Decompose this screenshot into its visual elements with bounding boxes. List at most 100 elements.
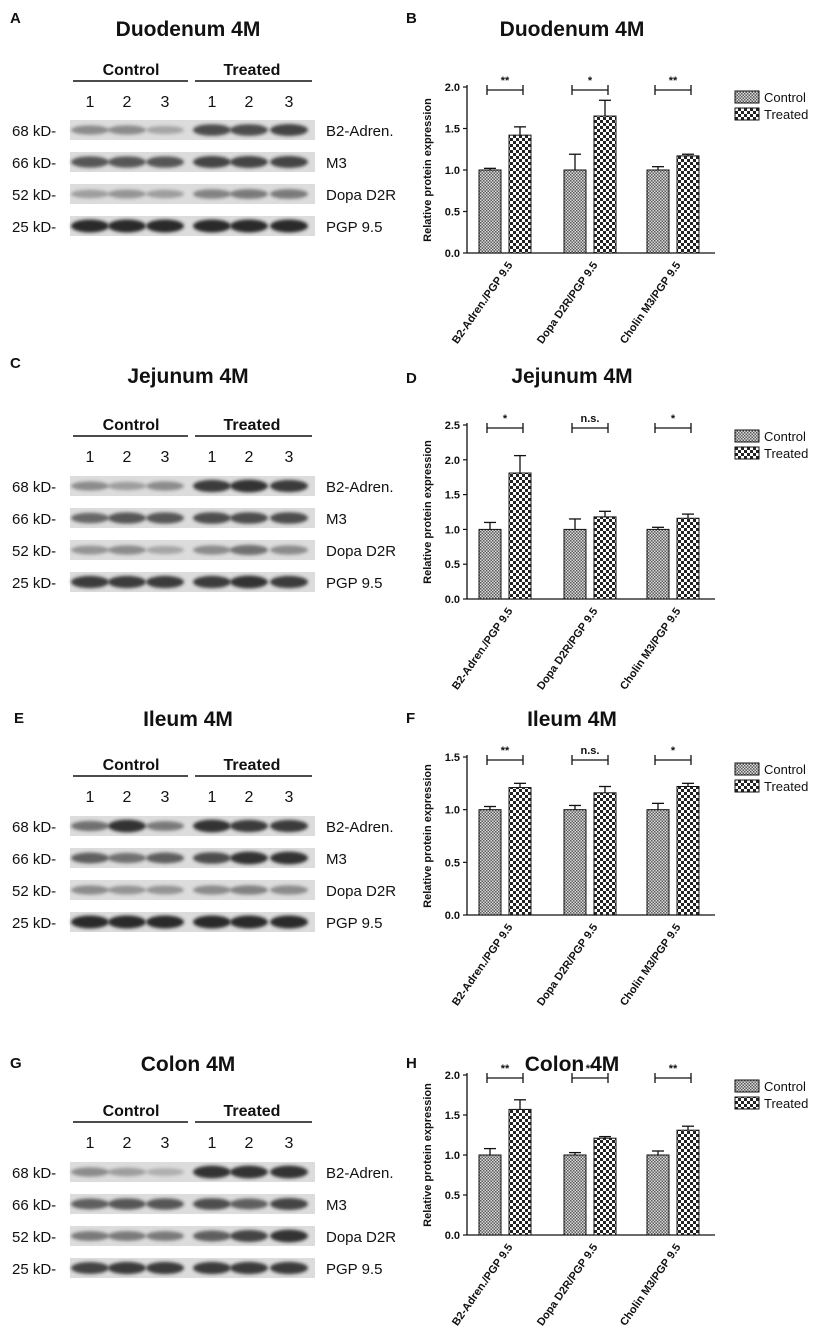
lane-number: 3 <box>161 1135 170 1152</box>
protein-band <box>230 219 268 233</box>
legend-label: Treated <box>764 446 808 461</box>
bar-control <box>478 1154 502 1236</box>
bar-treated <box>676 1129 700 1236</box>
bar-treated <box>676 785 700 916</box>
protein-band <box>230 851 268 865</box>
x-category-label: Dopa D2R/PGP 9.5 <box>535 922 600 1008</box>
y-tick-label: 0.0 <box>445 594 460 606</box>
lane-number: 1 <box>208 94 217 111</box>
panel-letter: H <box>406 1055 417 1072</box>
group-label-control: Control <box>103 757 160 774</box>
protein-band <box>146 575 184 589</box>
protein-band <box>193 1261 231 1275</box>
protein-band <box>108 125 146 135</box>
lane-number: 1 <box>86 789 95 806</box>
protein-band <box>71 156 109 168</box>
blot-title: Ileum 4M <box>143 708 233 731</box>
bar-control <box>478 169 502 254</box>
bar-chart-panel: H Colon 4M 0.0 0.5 1.0 1.5 2.0 Relative protein… <box>406 1053 808 1328</box>
y-tick-label: 0.0 <box>445 1230 460 1242</box>
protein-band <box>230 1198 268 1210</box>
bar-treated <box>508 787 532 916</box>
protein-band <box>270 545 308 555</box>
protein-band <box>108 481 146 491</box>
protein-band <box>71 219 109 233</box>
legend-label: Control <box>764 762 806 777</box>
significance-label: * <box>671 745 676 757</box>
blot-strip <box>70 184 315 204</box>
protein-band <box>71 852 109 864</box>
panel-letter: A <box>10 10 21 27</box>
marker-size-label: 25 kD- <box>12 1261 56 1278</box>
marker-size-label: 68 kD- <box>12 123 56 140</box>
protein-band <box>230 512 268 524</box>
protein-band <box>230 124 268 136</box>
marker-size-label: 68 kD- <box>12 1165 56 1182</box>
significance-label: ** <box>669 1063 678 1075</box>
blot-panel: C Jejunum 4M Control Treated 1 2 3 1 2 3 68 kD- B2-… <box>10 355 396 592</box>
protein-band <box>71 1231 109 1241</box>
legend-swatch-control <box>734 429 760 443</box>
bar-treated <box>593 1137 617 1236</box>
protein-band <box>193 852 231 864</box>
blot-panel: E Ileum 4M Control Treated 1 2 3 1 2 3 68 kD- B2-Ad… <box>12 708 396 932</box>
protein-band <box>146 219 184 233</box>
band-label: B2-Adren. <box>326 123 394 140</box>
marker-size-label: 52 kD- <box>12 1229 56 1246</box>
protein-band <box>193 575 231 589</box>
band-label: PGP 9.5 <box>326 219 382 236</box>
lane-number: 3 <box>285 94 294 111</box>
protein-band <box>146 512 184 524</box>
y-tick-label: 1.0 <box>445 165 460 177</box>
lane-number: 1 <box>86 449 95 466</box>
legend-label: Control <box>764 1079 806 1094</box>
protein-band <box>71 820 109 832</box>
panel-letter: F <box>406 710 415 727</box>
protein-band <box>146 915 184 929</box>
y-tick-label: 0.5 <box>445 559 460 571</box>
panel-letter: B <box>406 10 417 27</box>
group-label-treated: Treated <box>224 1103 281 1120</box>
group-label-treated: Treated <box>224 757 281 774</box>
protein-band <box>146 156 184 168</box>
protein-band <box>71 915 109 929</box>
protein-band <box>108 1167 146 1177</box>
bar-control <box>646 528 670 600</box>
protein-band <box>270 851 308 865</box>
bar-treated <box>676 155 700 254</box>
protein-band <box>108 1261 146 1275</box>
y-tick-label: 0.5 <box>445 857 460 869</box>
protein-band <box>193 819 231 833</box>
protein-band <box>71 189 109 199</box>
y-tick-label: 1.5 <box>445 1110 460 1122</box>
lane-number: 1 <box>208 449 217 466</box>
lane-number: 2 <box>245 449 254 466</box>
group-label-control: Control <box>103 62 160 79</box>
y-tick-label: 1.0 <box>445 805 460 817</box>
protein-band <box>193 479 231 493</box>
lane-number: 3 <box>161 789 170 806</box>
y-tick-label: 2.5 <box>445 420 460 432</box>
legend-swatch-treated <box>734 107 760 121</box>
y-axis-label: Relative protein expression <box>422 440 434 584</box>
bar-treated <box>593 115 617 254</box>
bar-chart-panel: D Jejunum 4M 0.0 0.5 1.0 1.5 2.0 2.5 Relative pr… <box>406 365 808 692</box>
bar-control <box>563 169 587 254</box>
legend-label: Treated <box>764 779 808 794</box>
x-category-label: B2-Adren./PGP 9.5 <box>450 922 515 1008</box>
chart-title: Ileum 4M <box>527 708 617 731</box>
y-tick-label: 2.0 <box>445 455 460 467</box>
marker-size-label: 52 kD- <box>12 543 56 560</box>
protein-band <box>108 156 146 168</box>
protein-band <box>193 1230 231 1242</box>
x-category-label: Cholin M3/PGP 9.5 <box>618 606 683 692</box>
protein-band <box>146 852 184 864</box>
significance-label: n.s. <box>581 413 600 425</box>
band-label: Dopa D2R <box>326 543 396 560</box>
protein-band <box>270 915 308 929</box>
x-category-label: Cholin M3/PGP 9.5 <box>618 260 683 346</box>
blot-panel: G Colon 4M Control Treated 1 2 3 1 2 3 68 kD- B2-Ad… <box>10 1053 396 1278</box>
band-label: Dopa D2R <box>326 883 396 900</box>
protein-band <box>270 1165 308 1179</box>
y-tick-label: 0.5 <box>445 1190 460 1202</box>
